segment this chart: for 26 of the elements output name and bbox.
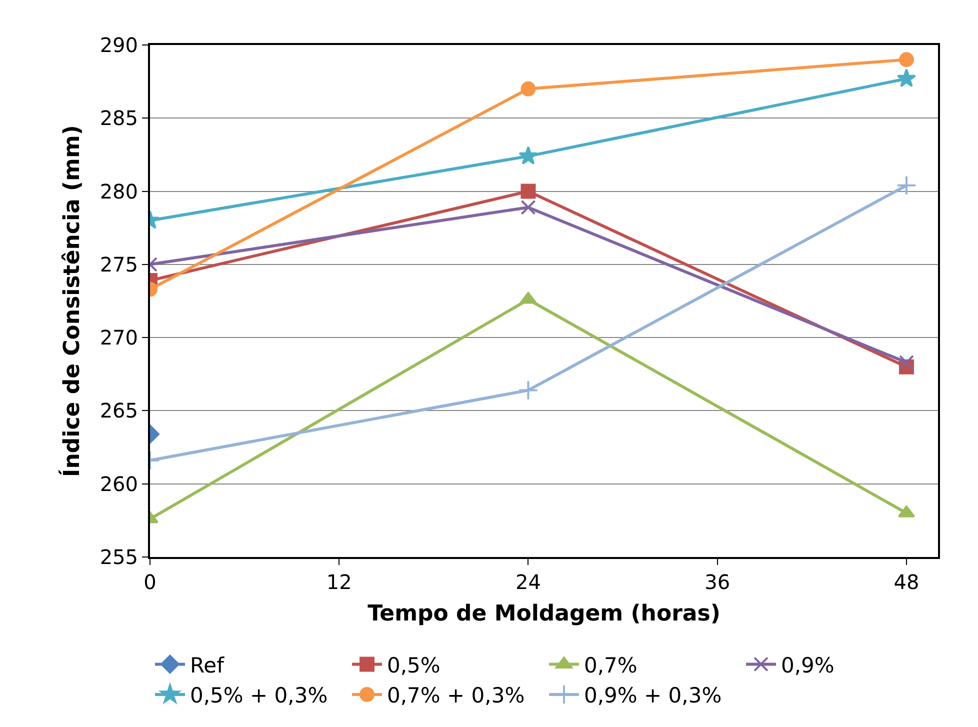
y-axis-title: Índice de Consistência (mm) xyxy=(58,125,86,477)
x-tick-label: 24 xyxy=(516,570,541,594)
y-tick-label: 255 xyxy=(100,545,138,569)
x-tick-label: 48 xyxy=(894,570,920,594)
y-tick-label: 280 xyxy=(100,179,138,204)
x-tick-label: 36 xyxy=(704,570,730,594)
point xyxy=(896,175,917,196)
x-tick-label: 0 xyxy=(144,570,156,594)
point xyxy=(896,68,916,88)
x-tick-label: 12 xyxy=(326,570,352,594)
legend-label: 0,9% xyxy=(781,653,834,678)
y-tick-label: 270 xyxy=(100,326,138,350)
legend-label: 0,9% + 0,3% xyxy=(584,684,722,708)
legend-label: 0,5% + 0,3% xyxy=(190,684,328,708)
x-axis-title: Tempo de Moldagem (horas) xyxy=(368,601,720,626)
y-tick-label: 265 xyxy=(100,398,138,423)
y-tick-label: 285 xyxy=(100,106,138,130)
point xyxy=(898,354,914,370)
legend-label: Ref xyxy=(190,653,225,678)
y-tick-label: 275 xyxy=(100,252,138,276)
legend-label: 0,5% xyxy=(387,653,440,678)
y-tick-label: 260 xyxy=(100,472,138,496)
y-tick-label: 290 xyxy=(100,33,138,57)
point xyxy=(898,52,914,68)
legend-label: 0,7% + 0,3% xyxy=(387,684,525,708)
legend-label: 0,7% xyxy=(584,653,638,678)
